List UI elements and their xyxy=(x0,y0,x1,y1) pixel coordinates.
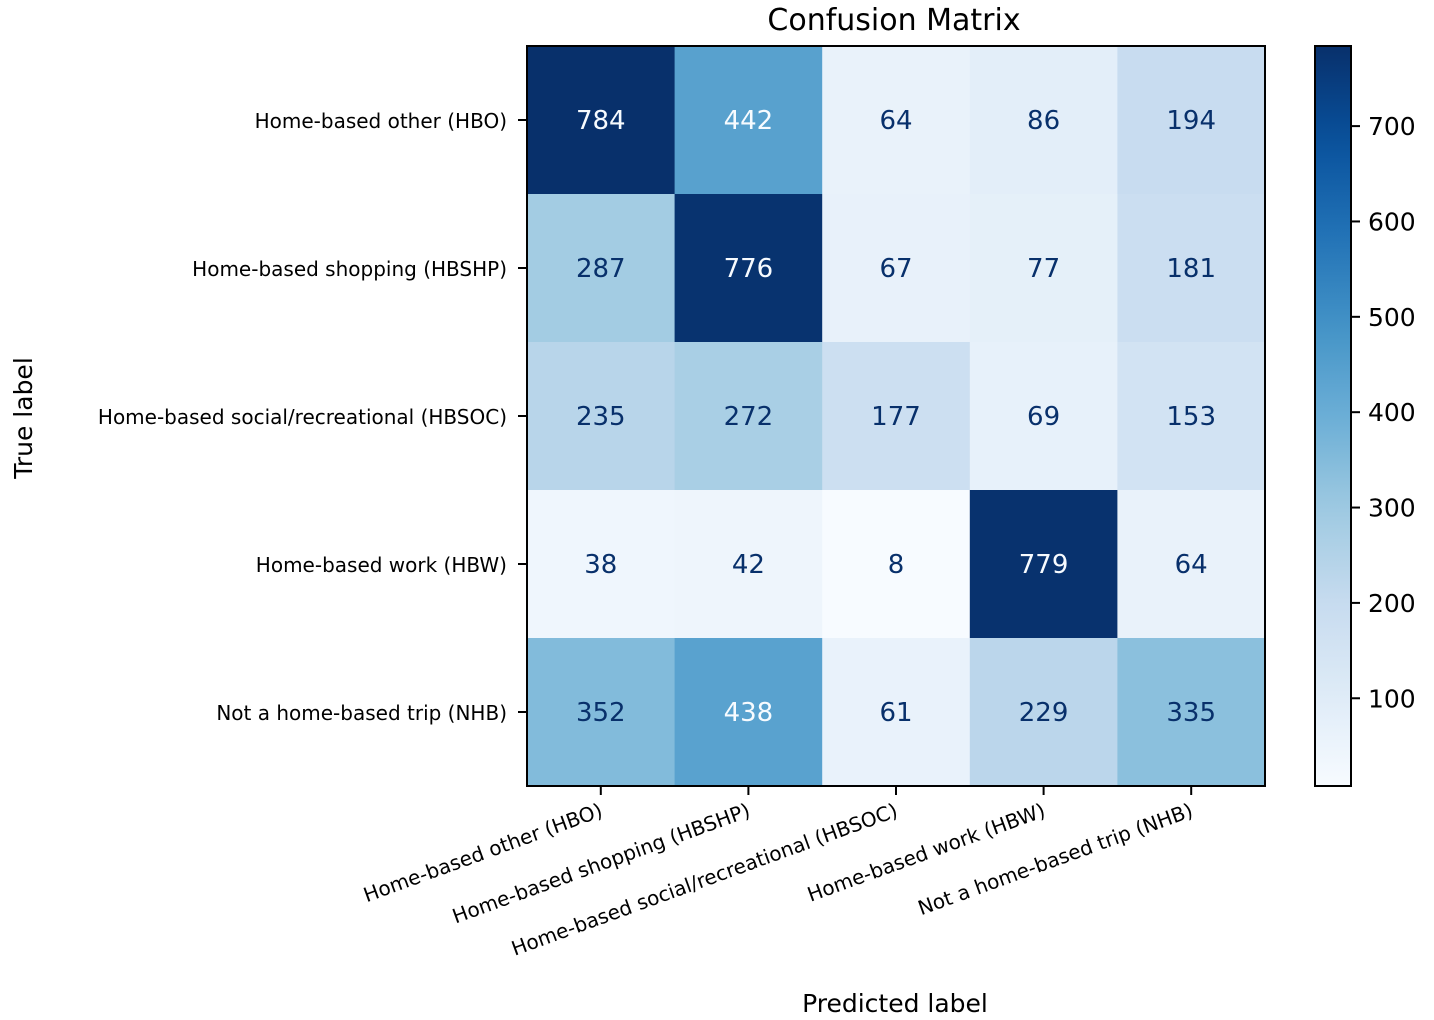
cell-value-label: 69 xyxy=(1027,402,1060,432)
heatmap-cell xyxy=(969,342,1118,491)
heatmap-cell xyxy=(674,638,823,787)
y-axis-label: True label xyxy=(9,357,38,480)
y-tick-label: Not a home-based trip (NHB) xyxy=(216,701,507,725)
heatmap-cell xyxy=(674,46,823,195)
colorbar xyxy=(1315,46,1351,786)
y-tick-label: Home-based shopping (HBSHP) xyxy=(192,257,507,281)
colorbar-tick-label: 400 xyxy=(1368,398,1416,427)
colorbar-tick-label: 700 xyxy=(1368,112,1416,141)
heatmap-cell xyxy=(822,638,971,787)
x-axis-label: Predicted label xyxy=(802,989,988,1018)
heatmap-cell xyxy=(969,46,1118,195)
heatmap-cell xyxy=(527,490,676,639)
heatmap-cell xyxy=(527,342,676,491)
cell-value-label: 194 xyxy=(1166,106,1216,136)
cell-value-label: 77 xyxy=(1027,254,1060,284)
cell-value-label: 776 xyxy=(724,254,774,284)
x-tick-label: Not a home-based trip (NHB) xyxy=(915,798,1196,920)
cell-value-label: 272 xyxy=(724,402,774,432)
cell-value-label: 235 xyxy=(576,402,626,432)
cell-value-label: 779 xyxy=(1019,550,1069,580)
y-axis-ticks: Home-based other (HBO) Home-based shoppin… xyxy=(98,109,527,725)
colorbar-tick-label: 200 xyxy=(1368,589,1416,618)
cell-value-label: 8 xyxy=(888,550,905,580)
colorbar-ticks: 100 200 300 400 500 600 700 xyxy=(1351,112,1416,713)
cell-value-label: 61 xyxy=(879,698,912,728)
heatmap-cell xyxy=(969,490,1118,639)
heatmap-cell xyxy=(822,342,971,491)
cell-value-label: 38 xyxy=(584,550,617,580)
heatmap-cell xyxy=(822,490,971,639)
x-axis-ticks: Home-based other (HBO)Home-based shoppin… xyxy=(360,786,1196,961)
heatmap-cell xyxy=(674,490,823,639)
heatmap-cell xyxy=(674,342,823,491)
cell-value-label: 229 xyxy=(1019,698,1069,728)
heatmap-cell xyxy=(969,638,1118,787)
heatmap-cell xyxy=(1117,342,1266,491)
colorbar-tick-label: 300 xyxy=(1368,494,1416,523)
heatmap-cell xyxy=(822,46,971,195)
cell-value-label: 86 xyxy=(1027,106,1060,136)
heatmap-cell xyxy=(1117,638,1266,787)
chart-title: Confusion Matrix xyxy=(767,3,1020,38)
cell-value-label: 181 xyxy=(1166,254,1216,284)
cell-value-label: 287 xyxy=(576,254,626,284)
heatmap-cell-labels: 784 442 64 86 194 287 776 67 77 181 235 272 177 69 153… xyxy=(576,106,1216,728)
colorbar-frame xyxy=(1314,45,1352,787)
heatmap-cell xyxy=(1117,46,1266,195)
heatmap-cell xyxy=(527,638,676,787)
heatmap-cell xyxy=(1117,490,1266,639)
cell-value-label: 438 xyxy=(724,698,774,728)
cell-value-label: 64 xyxy=(1175,550,1208,580)
x-tick-label: Home-based other (HBO) xyxy=(360,798,605,907)
heatmap-cell xyxy=(1117,194,1266,343)
cell-value-label: 64 xyxy=(879,106,912,136)
y-tick-label: Home-based other (HBO) xyxy=(255,109,507,133)
heatmap-cell xyxy=(969,194,1118,343)
colorbar-tick-label: 500 xyxy=(1368,303,1416,332)
cell-value-label: 352 xyxy=(576,698,626,728)
cell-value-label: 335 xyxy=(1166,698,1216,728)
heatmap-cell xyxy=(674,194,823,343)
cell-value-label: 153 xyxy=(1166,402,1216,432)
y-tick-label: Home-based social/recreational (HBSOC) xyxy=(98,405,507,429)
cell-value-label: 784 xyxy=(576,106,626,136)
heatmap-cells xyxy=(527,46,1266,787)
cell-value-label: 42 xyxy=(732,550,765,580)
heatmap-cell xyxy=(527,194,676,343)
heatmap-cell xyxy=(527,46,676,195)
y-tick-label: Home-based work (HBW) xyxy=(256,553,507,577)
x-tick-label: Home-based work (HBW) xyxy=(804,798,1048,906)
cell-value-label: 177 xyxy=(871,402,921,432)
heatmap-cell xyxy=(822,194,971,343)
colorbar-tick-label: 100 xyxy=(1368,684,1416,713)
cell-value-label: 67 xyxy=(879,254,912,284)
cell-value-label: 442 xyxy=(724,106,774,136)
colorbar-tick-label: 600 xyxy=(1368,207,1416,236)
